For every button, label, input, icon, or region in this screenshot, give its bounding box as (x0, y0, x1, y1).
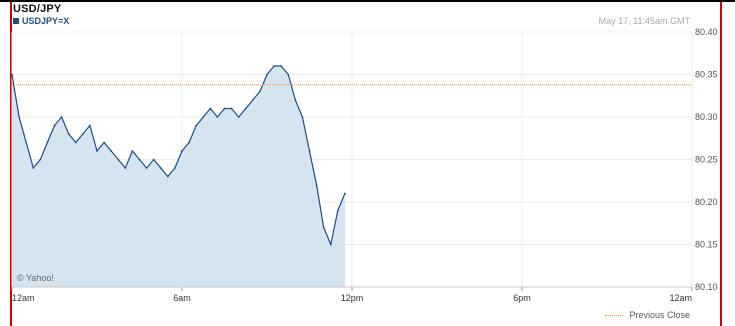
data-point (329, 243, 332, 246)
y-tick-label: 80.10 (695, 282, 718, 292)
data-point (230, 107, 233, 110)
data-point (18, 116, 20, 118)
data-point (202, 116, 205, 118)
data-point (336, 209, 339, 212)
x-tick-label: 6am (173, 293, 191, 303)
data-point (280, 65, 283, 67)
previous-close-legend: Previous Close (560, 310, 690, 320)
y-tick-label: 80.25 (695, 155, 718, 165)
data-point (103, 141, 105, 144)
data-point (39, 158, 42, 161)
right-border (720, 2, 722, 326)
y-tick-label: 80.20 (695, 197, 718, 207)
data-point (138, 158, 141, 161)
left-border (10, 2, 12, 326)
data-point (89, 124, 91, 127)
y-tick-label: 80.35 (695, 70, 718, 80)
line-layer (11, 65, 346, 246)
data-point (32, 167, 35, 169)
data-point (244, 107, 247, 110)
data-point (81, 133, 84, 135)
data-point (159, 167, 162, 169)
data-point (60, 116, 63, 118)
data-point (251, 99, 254, 101)
data-point (188, 141, 190, 144)
series-symbol: USDJPY=X (22, 16, 70, 26)
data-point (53, 124, 56, 127)
data-point (237, 116, 240, 118)
data-point (209, 107, 212, 110)
timestamp: May 17, 11:45am GMT (598, 16, 690, 26)
data-point (46, 141, 49, 144)
data-point (110, 150, 113, 152)
data-point (344, 192, 346, 195)
data-point (131, 150, 134, 152)
data-point (25, 141, 28, 144)
data-point (67, 133, 70, 135)
data-point (117, 158, 120, 161)
y-tick-label: 80.40 (695, 27, 718, 37)
data-point (308, 150, 311, 152)
area-layer (12, 66, 345, 287)
data-point (216, 116, 219, 118)
previous-close-dash (605, 314, 624, 316)
data-point (301, 116, 304, 118)
data-point (166, 175, 169, 178)
y-tick-label: 80.30 (695, 112, 718, 122)
data-point (145, 167, 148, 169)
data-point (322, 226, 325, 229)
data-point (259, 90, 261, 93)
yahoo-watermark: © Yahoo! (17, 273, 54, 283)
data-point (174, 167, 176, 169)
data-point (223, 107, 226, 110)
data-point (11, 73, 13, 76)
previous-close-label: Previous Close (629, 310, 690, 320)
x-tick-label: 12pm (341, 293, 364, 303)
data-point (195, 124, 198, 127)
data-point (124, 167, 127, 169)
series-line (11, 65, 346, 246)
x-tick-label: 12am (12, 293, 35, 303)
axis-layer: 80.10 80.15 80.20 80.25 80.30 80.35 80.40 12am 6… (11, 27, 718, 303)
data-point (273, 65, 275, 67)
series-swatch (13, 18, 19, 24)
data-point (294, 99, 297, 101)
chart-title: USD/JPY (13, 3, 62, 15)
series-legend: USDJPY=X (13, 16, 69, 26)
top-border (0, 0, 735, 2)
data-point (152, 158, 155, 161)
x-tick-label: 12am (669, 293, 692, 303)
data-point (96, 150, 98, 152)
x-tick-label: 6pm (513, 293, 531, 303)
series-area (12, 66, 345, 287)
data-point (74, 141, 77, 144)
data-point (181, 150, 183, 152)
data-point (266, 73, 268, 76)
data-point (315, 184, 318, 186)
data-point (287, 73, 290, 76)
y-tick-label: 80.15 (695, 240, 718, 250)
